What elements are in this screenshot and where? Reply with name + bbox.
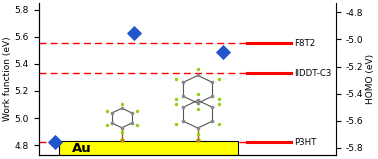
Point [216, 78, 222, 81]
Text: Au: Au [72, 142, 91, 155]
Point [220, 50, 226, 53]
Y-axis label: Work function (eV): Work function (eV) [3, 36, 12, 121]
Point [195, 93, 201, 95]
Point [174, 123, 180, 125]
Point [52, 141, 58, 144]
Point [180, 120, 186, 122]
Point [108, 122, 115, 124]
Point [195, 108, 201, 111]
Point [195, 138, 201, 141]
Point [216, 123, 222, 125]
Point [129, 122, 135, 124]
Point [209, 120, 215, 122]
Point [174, 103, 180, 105]
Point [119, 103, 125, 105]
Point [195, 74, 201, 77]
Point [209, 106, 215, 109]
Bar [59, 141, 238, 155]
Point [119, 131, 125, 133]
Point [180, 106, 186, 109]
Point [195, 68, 201, 71]
Point [119, 127, 125, 129]
Point [129, 112, 135, 114]
Point [119, 138, 125, 141]
Point [119, 107, 125, 110]
Point [209, 81, 215, 84]
Text: F8T2: F8T2 [294, 39, 316, 48]
Point [134, 124, 140, 126]
Y-axis label: HOMO (eV): HOMO (eV) [366, 54, 375, 104]
Point [216, 98, 222, 101]
Text: P3HT: P3HT [294, 138, 317, 147]
Point [104, 124, 110, 126]
Point [195, 99, 201, 102]
Point [174, 78, 180, 81]
Point [209, 95, 215, 97]
Text: IIDDT-C3: IIDDT-C3 [294, 69, 332, 78]
Point [134, 110, 140, 112]
Point [104, 110, 110, 112]
Point [180, 95, 186, 97]
Point [174, 98, 180, 101]
Point [131, 32, 137, 35]
Point [180, 81, 186, 84]
Point [216, 103, 222, 105]
Point [108, 112, 115, 114]
Point [195, 127, 201, 129]
Point [195, 133, 201, 135]
Point [195, 102, 201, 104]
